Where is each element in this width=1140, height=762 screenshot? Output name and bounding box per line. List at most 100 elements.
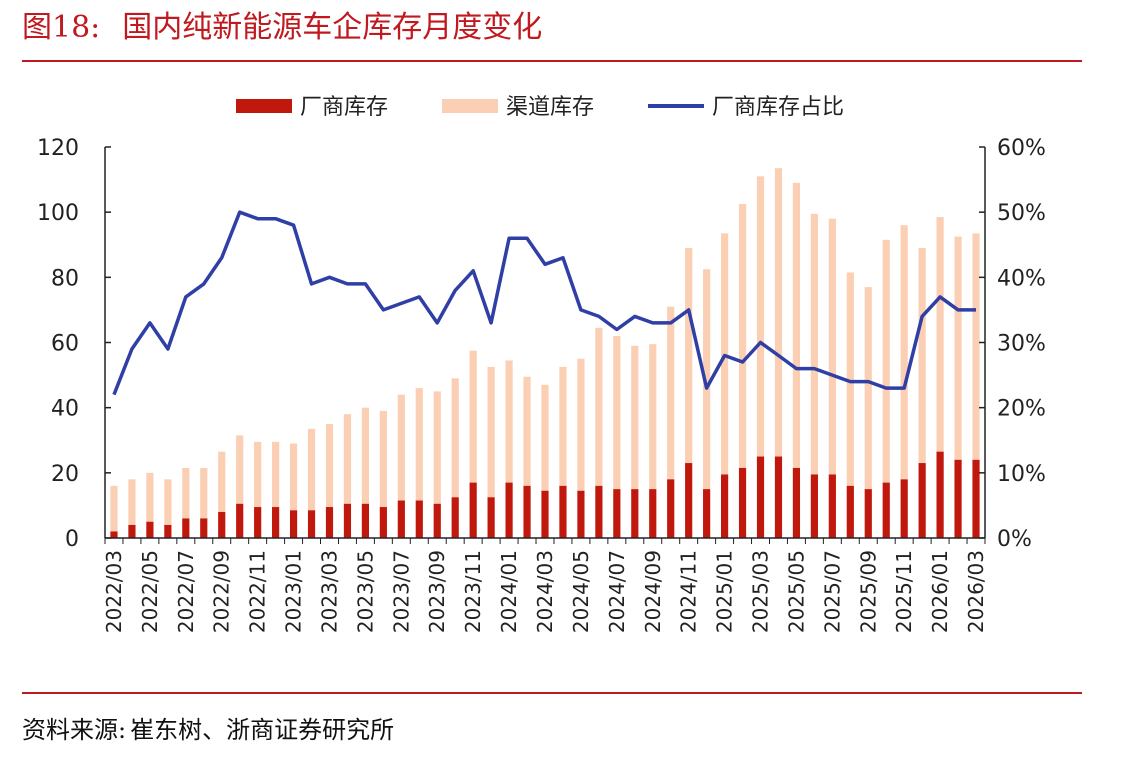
manufacturer-inventory-bar	[164, 524, 172, 538]
channel-inventory-bar	[379, 410, 387, 508]
channel-inventory-bar	[810, 213, 818, 475]
channel-inventory-bar	[433, 391, 441, 504]
x-tick-label: 2025/05	[784, 550, 808, 633]
channel-inventory-bar	[505, 360, 513, 483]
x-tick-label: 2023/11	[461, 550, 485, 633]
channel-inventory-bar	[128, 479, 136, 525]
figure-number: 图18:	[22, 10, 101, 45]
channel-inventory-bar	[110, 485, 118, 532]
channel-inventory-bar	[325, 423, 334, 508]
channel-inventory-bar	[361, 407, 369, 504]
manufacturer-inventory-bar	[792, 467, 801, 538]
x-tick-label: 2022/05	[138, 550, 162, 633]
x-tick-label: 2023/03	[317, 550, 341, 633]
channel-inventory-bar	[272, 441, 280, 508]
channel-inventory-bar	[541, 384, 549, 491]
legend-label-manufacturer: 厂商库存	[300, 95, 388, 120]
bottom-rule	[22, 692, 1082, 694]
x-tick-label: 2025/11	[892, 550, 916, 633]
manufacturer-inventory-bar	[361, 503, 369, 538]
channel-inventory-bar	[667, 306, 675, 480]
channel-inventory-bar	[146, 472, 154, 522]
x-tick-label: 2023/07	[389, 550, 413, 633]
channel-inventory-bar	[289, 443, 298, 511]
channel-inventory-bar	[649, 344, 657, 490]
right-tick-label: 0%	[997, 527, 1032, 552]
x-tick-label: 2024/01	[497, 550, 521, 633]
left-tick-label: 40	[51, 397, 79, 422]
right-tick-label: 10%	[997, 462, 1046, 487]
channel-inventory-bar	[864, 287, 872, 490]
axes: 0 20 40 60 80 100 120 0% 10% 20% 30% 40% 50% 60% 2022/…	[37, 136, 1046, 633]
x-tick-label: 2024/11	[677, 550, 701, 633]
figure-title-text: 国内纯新能源车企库存月度变化	[122, 10, 543, 45]
x-tick-label: 2024/07	[605, 550, 629, 633]
left-tick-label: 120	[37, 136, 79, 161]
manufacturer-inventory-bar	[469, 482, 477, 538]
x-tick-label: 2026/03	[964, 550, 988, 633]
channel-inventory-bar	[846, 272, 854, 486]
manufacturer-inventory-bar	[182, 518, 190, 538]
manufacturer-inventory-bar	[738, 467, 747, 538]
manufacturer-inventory-bar	[613, 489, 621, 538]
source-label: 资料来源:	[22, 716, 127, 744]
channel-inventory-bar	[469, 350, 477, 483]
manufacturer-inventory-bar	[379, 507, 387, 538]
x-tick-label: 2024/03	[533, 550, 557, 633]
channel-inventory-bar	[936, 217, 944, 452]
manufacturer-inventory-bar	[272, 507, 280, 538]
channel-inventory-bar	[182, 467, 190, 519]
left-tick-label: 20	[51, 462, 79, 487]
channel-inventory-bar	[523, 376, 531, 486]
manufacturer-inventory-bar	[559, 485, 567, 538]
manufacturer-inventory-bar	[864, 489, 872, 538]
manufacturer-inventory-bar	[972, 459, 980, 538]
channel-inventory-bar	[451, 378, 459, 498]
channel-inventory-bar	[397, 394, 405, 501]
manufacturer-inventory-bar	[667, 479, 675, 538]
figure-title: 图18: 国内纯新能源车企库存月度变化	[22, 2, 542, 46]
channel-inventory-bar	[792, 182, 801, 468]
manufacturer-inventory-bar	[595, 485, 603, 538]
channel-inventory-bar	[487, 366, 495, 498]
manufacturer-inventory-bar	[505, 482, 513, 538]
manufacturer-inventory-bar	[577, 490, 585, 538]
manufacturer-inventory-bar	[846, 485, 854, 538]
channel-inventory-bar	[415, 388, 423, 501]
channel-inventory-bar	[595, 327, 603, 486]
manufacturer-inventory-bar	[936, 451, 944, 538]
channel-inventory-bar	[954, 236, 962, 460]
channel-inventory-bar	[200, 467, 208, 519]
ratio-line	[112, 210, 977, 396]
right-tick-label: 60%	[997, 136, 1046, 161]
channel-inventory-bar	[756, 176, 765, 457]
channel-inventory-bar	[254, 441, 262, 508]
right-tick-label: 20%	[997, 397, 1046, 422]
channel-inventory-bar	[307, 428, 316, 511]
right-tick-label: 40%	[997, 266, 1046, 291]
channel-inventory-bar	[613, 335, 621, 490]
channel-inventory-bar	[703, 269, 711, 490]
channel-inventory-bar	[774, 168, 783, 457]
x-tick-label: 2024/05	[569, 550, 593, 633]
manufacturer-inventory-bar	[703, 489, 711, 538]
x-tick-label: 2025/09	[856, 550, 880, 633]
manufacturer-inventory-bar	[685, 463, 693, 538]
manufacturer-inventory-bar	[254, 507, 262, 538]
left-tick-label: 60	[51, 332, 79, 357]
manufacturer-inventory-bar	[200, 518, 208, 538]
manufacturer-inventory-bar	[307, 510, 316, 538]
x-tick-label: 2026/01	[928, 550, 952, 633]
manufacturer-inventory-bar	[218, 511, 226, 538]
x-tick-label: 2023/01	[282, 550, 306, 633]
manufacturer-inventory-bar	[828, 474, 836, 538]
x-tick-label: 2025/01	[713, 550, 737, 633]
channel-inventory-bar	[738, 204, 747, 468]
channel-inventory-bar	[828, 218, 836, 475]
legend-label-ratio: 厂商库存占比	[712, 95, 844, 120]
legend-swatch-manufacturer	[236, 99, 292, 113]
channel-inventory-bar	[972, 233, 980, 460]
channel-inventory-bar	[882, 239, 890, 483]
manufacturer-inventory-bar	[343, 503, 352, 538]
manufacturer-inventory-bar	[325, 507, 334, 538]
